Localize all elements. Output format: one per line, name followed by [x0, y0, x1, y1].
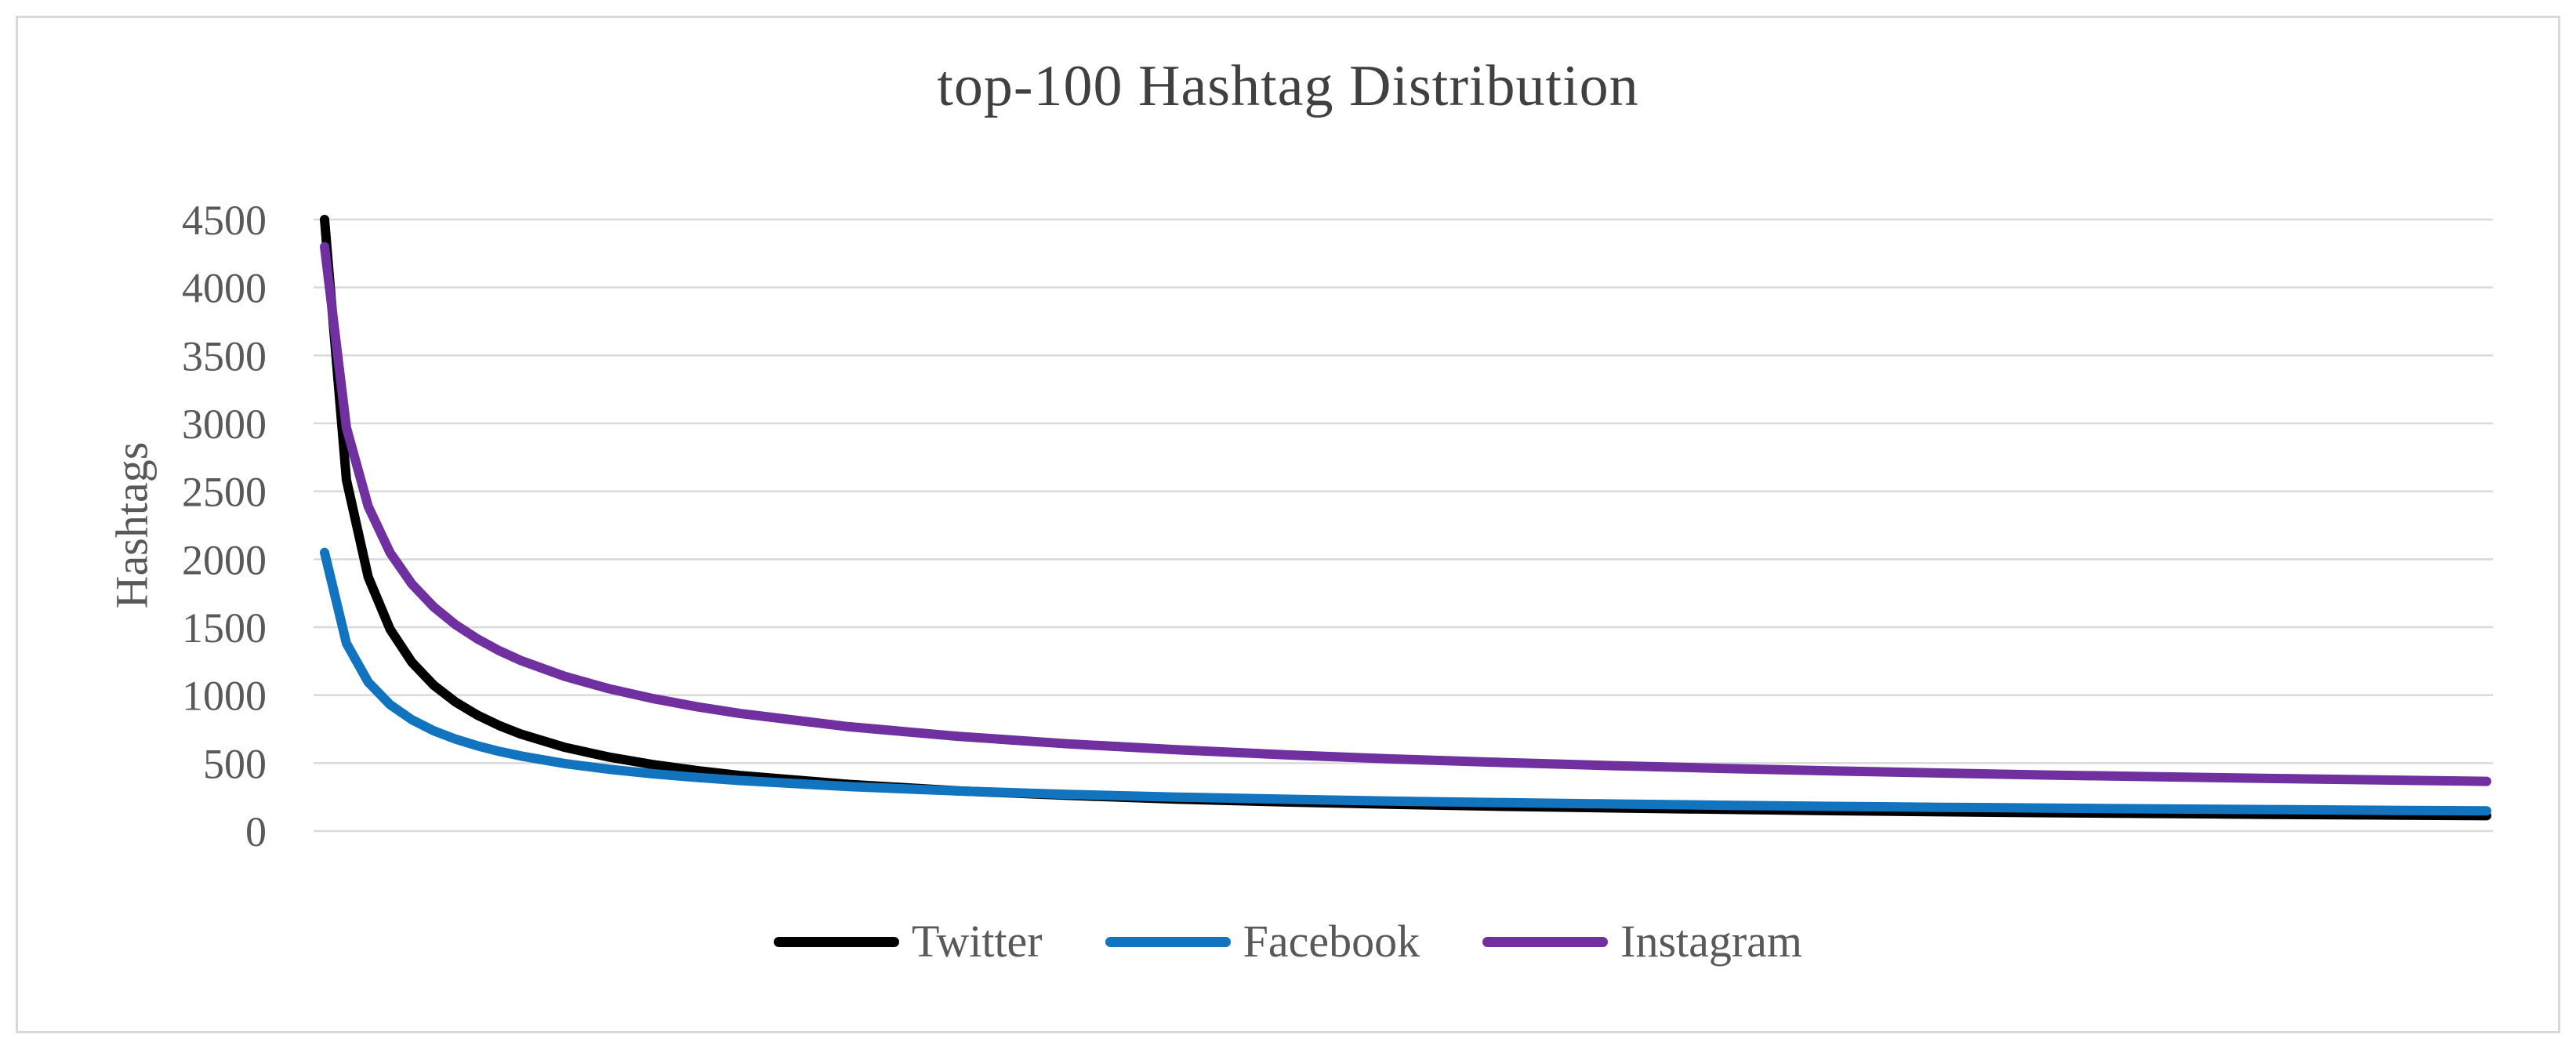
y-tick-label: 2000: [182, 536, 267, 583]
y-tick-label: 3000: [182, 401, 267, 448]
legend-label-instagram: Instagram: [1620, 916, 1803, 967]
y-tick-label: 500: [203, 740, 267, 787]
legend-label-facebook: Facebook: [1243, 916, 1420, 967]
y-tick-label: 1500: [182, 604, 267, 652]
y-tick-label: 3500: [182, 332, 267, 379]
y-tick-label: 2500: [182, 469, 267, 516]
legend-item-instagram[interactable]: Instagram: [1482, 919, 1802, 964]
series-line-facebook: [320, 547, 2491, 816]
series-line-twitter: [320, 215, 2491, 821]
y-tick-label: 4000: [182, 265, 267, 312]
y-tick-label: 4500: [182, 197, 267, 244]
legend: Twitter Facebook Instagram: [0, 919, 2576, 964]
legend-item-facebook[interactable]: Facebook: [1105, 919, 1420, 964]
y-tick-label: 0: [245, 808, 267, 855]
chart-title: top-100 Hashtag Distribution: [937, 54, 1639, 118]
series-line-instagram: [320, 241, 2491, 786]
legend-swatch-twitter: [773, 936, 899, 947]
legend-swatch-facebook: [1105, 936, 1231, 947]
legend-item-twitter[interactable]: Twitter: [773, 916, 1043, 967]
legend-label-twitter: Twitter: [911, 916, 1043, 967]
legend-swatch-instagram: [1482, 936, 1609, 947]
y-tick-label: 1000: [182, 673, 267, 720]
